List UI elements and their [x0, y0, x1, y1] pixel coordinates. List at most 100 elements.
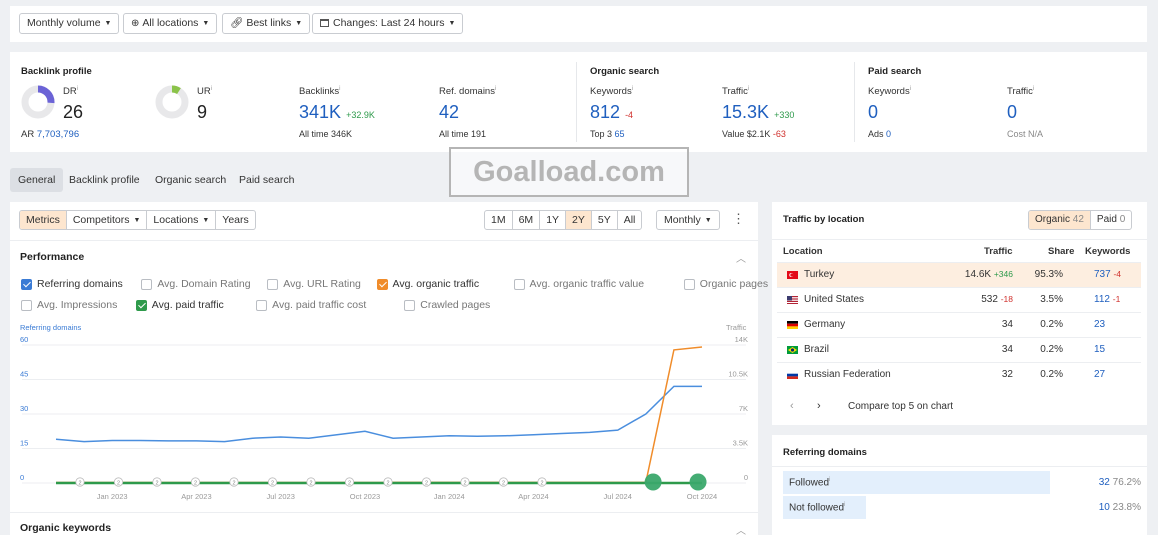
column-keywords[interactable]: Keywords [1085, 246, 1131, 257]
flag-tr-icon [787, 271, 798, 279]
referring-domains-value: 10 23.8% [1098, 502, 1141, 513]
location-row[interactable]: United States 532 -18 3.5% 112 -1 [777, 287, 1141, 312]
paid-traffic-value[interactable]: 0 [1007, 102, 1018, 122]
annotation-marker [460, 477, 470, 487]
organic-traffic-row: 15.3K +330 [722, 102, 794, 123]
organic-search-heading: Organic search [590, 66, 660, 77]
location-row[interactable]: Russian Federation 32 0.2% 27 [777, 362, 1141, 387]
keywords-link[interactable]: 23 [1094, 319, 1106, 330]
organic-toggle[interactable]: Organic 42 [1029, 211, 1091, 229]
range-6m[interactable]: 6M [513, 211, 541, 229]
ads-value[interactable]: 0 [886, 129, 892, 139]
annotation-marker [344, 477, 355, 487]
referring-domains-row[interactable]: Not followedi 10 23.8% [783, 496, 1141, 519]
organic-traffic-value[interactable]: 15.3K [722, 102, 770, 122]
location-row[interactable]: Germany 34 0.2% 23 [777, 312, 1141, 337]
organic-paid-toggle: Organic 42 Paid 0 [1028, 210, 1133, 230]
checkbox-empty-icon[interactable] [141, 279, 153, 290]
traffic-change: +346 [993, 269, 1013, 279]
organic-keywords-value[interactable]: 812 [590, 102, 621, 122]
flag-de-icon [787, 321, 798, 329]
annotation-marker [113, 477, 124, 487]
annotation-marker [421, 477, 432, 487]
interval-dropdown[interactable]: Monthly ▼ [656, 210, 720, 230]
collapse-chevron-icon[interactable]: ︿ [736, 526, 746, 535]
tab-organic-search[interactable]: Organic search [155, 174, 227, 186]
checkbox-empty-icon[interactable] [267, 279, 279, 290]
range-selector: 1M 6M 1Y 2Y 5Y All [484, 210, 643, 230]
locations-chart-dropdown[interactable]: Locations ▼ [147, 211, 217, 229]
referring-domains-count[interactable]: 10 [1098, 502, 1110, 513]
y-left-tick-label: 45 [20, 370, 28, 379]
more-options-icon[interactable]: ⋮ [732, 211, 745, 226]
checkbox-empty-icon[interactable] [513, 279, 525, 290]
keywords-link[interactable]: 112 [1094, 294, 1110, 305]
metrics-tab[interactable]: Metrics [20, 211, 67, 229]
checkbox-empty-icon[interactable] [21, 300, 32, 311]
column-share[interactable]: Share [1048, 246, 1075, 257]
keywords-link[interactable]: 27 [1094, 369, 1106, 380]
location-traffic: 34 [1001, 344, 1013, 355]
referring-domains-count[interactable]: 32 [1098, 477, 1110, 488]
chevron-down-icon: ▼ [295, 20, 303, 27]
globe-icon: ⊕ [131, 18, 140, 29]
checkbox-checked-icon[interactable] [376, 279, 388, 290]
ref-domains-value[interactable]: 42 [439, 102, 460, 122]
competitors-dropdown[interactable]: Competitors ▼ [67, 211, 148, 229]
backlinks-value[interactable]: 341K [299, 102, 342, 122]
referring-domains-row[interactable]: Followedi 32 76.2% [783, 471, 1141, 494]
keywords-change: -1 [1112, 294, 1121, 304]
location-row[interactable]: Brazil 34 0.2% 15 [777, 337, 1141, 362]
keywords-link[interactable]: 15 [1094, 344, 1106, 355]
prev-arrow-icon[interactable]: ‹ [790, 400, 794, 412]
column-traffic[interactable]: Traffic [984, 246, 1013, 257]
compare-top5-link[interactable]: Compare top 5 on chart [848, 401, 954, 412]
range-1y[interactable]: 1Y [540, 211, 567, 229]
paid-toggle[interactable]: Paid 0 [1096, 214, 1126, 225]
tab-paid-search[interactable]: Paid search [239, 174, 295, 186]
paid-cost-text: Cost N/A [1007, 129, 1044, 139]
checkbox-empty-icon[interactable] [683, 279, 695, 290]
range-2y[interactable]: 2Y [566, 211, 592, 229]
changes-dropdown[interactable]: Changes: Last 24 hours ▼ [312, 13, 464, 34]
tab-backlink-profile[interactable]: Backlink profile [69, 174, 140, 186]
column-location[interactable]: Location [783, 246, 823, 257]
annotation-marker [229, 477, 239, 487]
paid-keywords-value[interactable]: 0 [868, 102, 879, 122]
ar-value[interactable]: 7,703,796 [36, 129, 80, 140]
keywords-link[interactable]: 737 [1094, 269, 1111, 280]
organic-traffic-label: Traffici [722, 86, 750, 98]
next-arrow-icon[interactable]: › [817, 400, 821, 412]
location-share: 0.2% [1040, 344, 1063, 355]
tab-general[interactable]: General [10, 168, 64, 192]
location-name: Turkey [804, 269, 835, 280]
checkbox-checked-icon[interactable] [135, 300, 147, 311]
volume-dropdown[interactable]: Monthly volume ▼ [19, 13, 120, 34]
performance-heading: Performance [20, 251, 85, 263]
referring-domains-label: Followedi [789, 477, 831, 489]
location-row[interactable]: Turkey 14.6K +346 95.3% 737 -4 [777, 262, 1141, 287]
annotation-marker [383, 477, 393, 487]
traffic-by-location-heading: Traffic by location [783, 214, 865, 225]
filter-bar: Monthly volume ▼ ⊕ All locations ▼ 🔗︎ Best l… [10, 6, 1147, 42]
range-5y[interactable]: 5Y [592, 211, 618, 229]
y-left-tick-label: 60 [20, 335, 28, 344]
flag-ru-icon [787, 371, 798, 379]
range-1m[interactable]: 1M [485, 211, 513, 229]
location-name: United States [804, 294, 865, 305]
paid-keywords-label: Keywordsi [868, 86, 912, 98]
links-dropdown[interactable]: 🔗︎ Best links ▼ [222, 13, 311, 34]
volume-label: Monthly volume [27, 17, 101, 29]
collapse-chevron-icon[interactable]: ︿ [736, 254, 746, 265]
checkbox-empty-icon[interactable] [256, 300, 268, 311]
x-tick-label: Apr 2023 [181, 492, 211, 501]
checkbox-empty-icon[interactable] [404, 300, 416, 311]
organic-keywords-change: -4 [625, 110, 634, 120]
range-all[interactable]: All [623, 214, 636, 226]
performance-chart[interactable]: 0 0 15 3.5K 30 7K 45 10.5K 60 14K Jan 2023 Apr 2023… [10, 335, 758, 507]
locations-dropdown[interactable]: ⊕ All locations ▼ [123, 13, 218, 34]
checkbox-checked-icon[interactable] [21, 279, 32, 290]
top3-value[interactable]: 65 [614, 129, 625, 139]
location-keywords: 15 [1094, 344, 1105, 355]
years-tab[interactable]: Years [222, 214, 249, 226]
